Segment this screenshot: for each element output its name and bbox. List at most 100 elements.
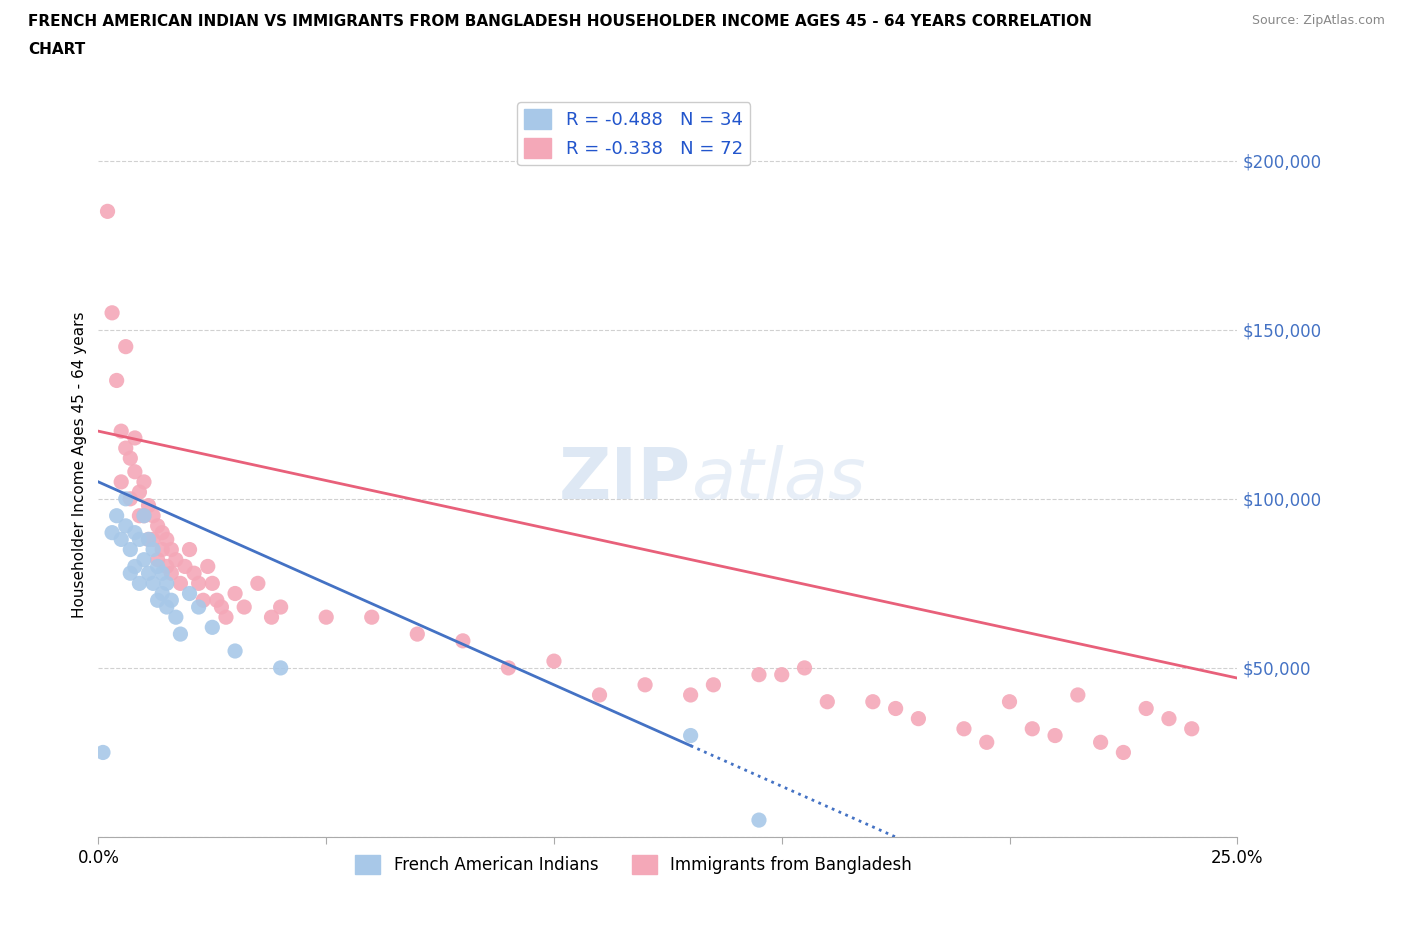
Point bbox=[197, 559, 219, 574]
Point bbox=[451, 633, 474, 648]
Point bbox=[101, 525, 124, 540]
Text: ZIP: ZIP bbox=[558, 445, 690, 514]
Point bbox=[679, 728, 702, 743]
Point bbox=[360, 610, 382, 625]
Point bbox=[132, 509, 155, 524]
Point bbox=[120, 542, 142, 557]
Point bbox=[174, 559, 197, 574]
Point bbox=[150, 586, 173, 601]
Point bbox=[160, 565, 183, 580]
Point bbox=[953, 722, 976, 737]
Point bbox=[224, 644, 246, 658]
Point bbox=[1043, 728, 1066, 743]
Point bbox=[160, 542, 183, 557]
Point bbox=[815, 695, 838, 710]
Point bbox=[634, 677, 657, 692]
Point bbox=[142, 509, 165, 524]
Point bbox=[205, 592, 228, 607]
Point bbox=[105, 509, 128, 524]
Point bbox=[156, 600, 179, 615]
Point bbox=[146, 592, 169, 607]
Point bbox=[138, 532, 160, 547]
Point bbox=[187, 600, 209, 615]
Point bbox=[156, 532, 179, 547]
Point bbox=[124, 559, 146, 574]
Point bbox=[132, 552, 155, 567]
Point bbox=[110, 532, 132, 547]
Point bbox=[124, 464, 146, 479]
Point bbox=[132, 474, 155, 489]
Point bbox=[748, 813, 770, 828]
Point bbox=[270, 600, 292, 615]
Point bbox=[183, 565, 205, 580]
Point bbox=[138, 565, 160, 580]
Text: CHART: CHART bbox=[28, 42, 86, 57]
Point bbox=[114, 491, 136, 506]
Point bbox=[588, 687, 610, 702]
Point bbox=[96, 204, 118, 219]
Point bbox=[209, 600, 232, 615]
Point bbox=[160, 592, 183, 607]
Point bbox=[679, 687, 702, 702]
Point bbox=[165, 552, 187, 567]
Point bbox=[1157, 711, 1180, 726]
Point bbox=[193, 592, 215, 607]
Text: Source: ZipAtlas.com: Source: ZipAtlas.com bbox=[1251, 14, 1385, 27]
Point bbox=[233, 600, 256, 615]
Point bbox=[1181, 722, 1204, 737]
Point bbox=[91, 745, 114, 760]
Point bbox=[1135, 701, 1157, 716]
Point bbox=[146, 518, 169, 533]
Point bbox=[114, 441, 136, 456]
Point bbox=[215, 610, 238, 625]
Point bbox=[150, 542, 173, 557]
Point bbox=[543, 654, 565, 669]
Point bbox=[128, 576, 150, 591]
Point bbox=[146, 559, 169, 574]
Point bbox=[101, 305, 124, 320]
Point bbox=[165, 610, 187, 625]
Point bbox=[146, 552, 169, 567]
Point bbox=[1112, 745, 1135, 760]
Text: FRENCH AMERICAN INDIAN VS IMMIGRANTS FROM BANGLADESH HOUSEHOLDER INCOME AGES 45 : FRENCH AMERICAN INDIAN VS IMMIGRANTS FRO… bbox=[28, 14, 1092, 29]
Point bbox=[179, 586, 201, 601]
Y-axis label: Householder Income Ages 45 - 64 years: Householder Income Ages 45 - 64 years bbox=[72, 312, 87, 618]
Point bbox=[770, 667, 793, 682]
Point bbox=[187, 576, 209, 591]
Point bbox=[114, 339, 136, 354]
Point bbox=[124, 431, 146, 445]
Point bbox=[315, 610, 337, 625]
Point bbox=[260, 610, 283, 625]
Point bbox=[201, 576, 224, 591]
Point bbox=[224, 586, 246, 601]
Point bbox=[150, 565, 173, 580]
Legend: French American Indians, Immigrants from Bangladesh: French American Indians, Immigrants from… bbox=[349, 849, 918, 881]
Point bbox=[702, 677, 724, 692]
Point bbox=[150, 525, 173, 540]
Point bbox=[142, 532, 165, 547]
Point bbox=[138, 498, 160, 513]
Point bbox=[1067, 687, 1090, 702]
Point bbox=[142, 576, 165, 591]
Point bbox=[270, 660, 292, 675]
Text: atlas: atlas bbox=[690, 445, 865, 514]
Point bbox=[128, 509, 150, 524]
Point bbox=[498, 660, 520, 675]
Point bbox=[156, 559, 179, 574]
Point bbox=[105, 373, 128, 388]
Point bbox=[128, 485, 150, 499]
Point bbox=[124, 525, 146, 540]
Point bbox=[128, 532, 150, 547]
Point bbox=[138, 532, 160, 547]
Point bbox=[862, 695, 884, 710]
Point bbox=[110, 474, 132, 489]
Point bbox=[976, 735, 998, 750]
Point bbox=[169, 627, 191, 642]
Point bbox=[142, 542, 165, 557]
Point bbox=[406, 627, 429, 642]
Point bbox=[793, 660, 815, 675]
Point bbox=[120, 565, 142, 580]
Point bbox=[132, 509, 155, 524]
Point bbox=[169, 576, 191, 591]
Point bbox=[998, 695, 1021, 710]
